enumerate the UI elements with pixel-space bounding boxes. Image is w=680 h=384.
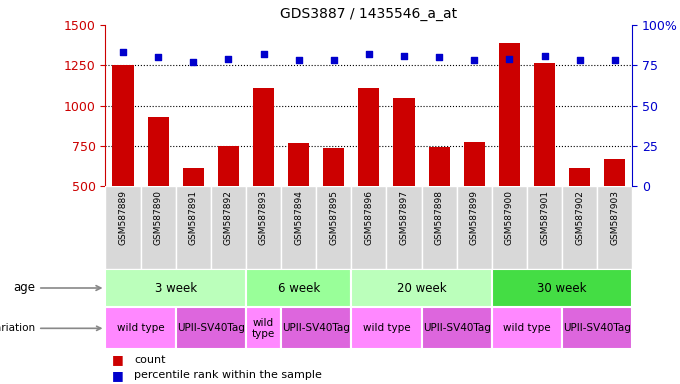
Point [223, 56, 234, 62]
Text: count: count [134, 355, 165, 365]
Bar [597, 186, 632, 269]
Bar [492, 186, 527, 269]
Text: GSM587898: GSM587898 [435, 190, 443, 245]
Text: GSM587892: GSM587892 [224, 190, 233, 245]
Bar [352, 269, 492, 307]
Bar [605, 159, 626, 267]
Text: GSM587896: GSM587896 [364, 190, 373, 245]
Bar [246, 186, 281, 269]
Bar [394, 98, 415, 267]
Bar [105, 269, 246, 307]
Point [609, 57, 620, 63]
Point [293, 57, 304, 63]
Text: UPII-SV40Tag: UPII-SV40Tag [563, 323, 631, 333]
Bar [105, 307, 175, 349]
Bar [562, 307, 632, 349]
Text: GSM587903: GSM587903 [611, 190, 619, 245]
Bar [211, 186, 246, 269]
Point [188, 59, 199, 65]
Text: genotype/variation: genotype/variation [0, 323, 101, 333]
Bar [569, 168, 590, 267]
Bar [175, 186, 211, 269]
Text: wild type: wild type [117, 323, 165, 333]
Bar [316, 186, 352, 269]
Point [398, 53, 409, 59]
Bar [428, 147, 449, 267]
Text: 30 week: 30 week [537, 281, 587, 295]
Bar [281, 307, 352, 349]
Text: GSM587901: GSM587901 [540, 190, 549, 245]
Point [152, 54, 163, 60]
Text: GSM587893: GSM587893 [259, 190, 268, 245]
Point [363, 51, 374, 57]
Bar [352, 307, 422, 349]
Bar [492, 269, 632, 307]
Text: GSM587895: GSM587895 [329, 190, 338, 245]
Bar [422, 307, 492, 349]
Text: GSM587889: GSM587889 [118, 190, 127, 245]
Bar [323, 148, 344, 267]
Text: GSM587890: GSM587890 [154, 190, 163, 245]
Bar [253, 88, 274, 267]
Bar [492, 307, 562, 349]
Text: GSM587899: GSM587899 [470, 190, 479, 245]
Text: percentile rank within the sample: percentile rank within the sample [134, 370, 322, 380]
Bar [527, 186, 562, 269]
Bar [422, 186, 457, 269]
Point [118, 49, 129, 55]
Bar [246, 307, 281, 349]
Text: 3 week: 3 week [154, 281, 197, 295]
Text: GSM587894: GSM587894 [294, 190, 303, 245]
Bar [499, 43, 520, 267]
Text: 20 week: 20 week [397, 281, 446, 295]
Bar [288, 143, 309, 267]
Bar [534, 63, 555, 267]
Point [539, 53, 550, 59]
Bar [112, 65, 133, 267]
Text: age: age [13, 281, 101, 295]
Point [504, 56, 515, 62]
Bar [105, 186, 141, 269]
Bar [246, 269, 352, 307]
Text: 6 week: 6 week [277, 281, 320, 295]
Bar [562, 186, 597, 269]
Point [328, 57, 339, 63]
Point [258, 51, 269, 57]
Point [434, 54, 445, 60]
Text: ■: ■ [112, 353, 124, 366]
Text: UPII-SV40Tag: UPII-SV40Tag [282, 323, 350, 333]
Title: GDS3887 / 1435546_a_at: GDS3887 / 1435546_a_at [280, 7, 458, 21]
Bar [148, 117, 169, 267]
Text: UPII-SV40Tag: UPII-SV40Tag [177, 323, 245, 333]
Text: GSM587900: GSM587900 [505, 190, 514, 245]
Bar [464, 142, 485, 267]
Bar [386, 186, 422, 269]
Text: wild
type: wild type [252, 318, 275, 339]
Text: UPII-SV40Tag: UPII-SV40Tag [423, 323, 491, 333]
Bar [358, 88, 379, 267]
Bar [218, 146, 239, 267]
Bar [183, 169, 204, 267]
Point [469, 57, 479, 63]
Text: GSM587897: GSM587897 [400, 190, 409, 245]
Bar [281, 186, 316, 269]
Text: ■: ■ [112, 369, 124, 382]
Text: wild type: wild type [362, 323, 410, 333]
Text: GSM587891: GSM587891 [189, 190, 198, 245]
Bar [457, 186, 492, 269]
Text: GSM587902: GSM587902 [575, 190, 584, 245]
Bar [141, 186, 175, 269]
Point [574, 57, 585, 63]
Text: wild type: wild type [503, 323, 551, 333]
Bar [352, 186, 386, 269]
Bar [175, 307, 246, 349]
